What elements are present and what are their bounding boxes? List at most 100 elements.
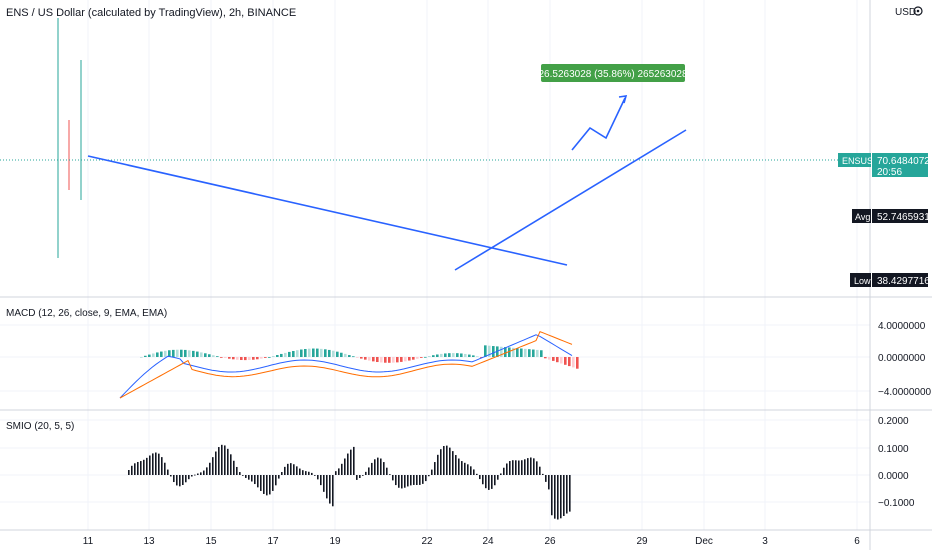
smio-bar — [239, 472, 241, 475]
low-value: 38.4297716 — [877, 276, 930, 287]
macd-histogram-bar — [368, 357, 371, 361]
smio-bar — [224, 445, 226, 475]
price-axis[interactable]: 150130.0000000110.000000090.000000080.00… — [838, 0, 932, 509]
avg-value-badge — [872, 209, 928, 223]
macd-histogram-bar — [576, 357, 579, 369]
macd-histogram-bar — [268, 356, 271, 358]
macd-histogram-bar — [488, 345, 491, 357]
smio-bar — [416, 475, 418, 486]
smio-bar — [149, 455, 151, 475]
smio-bar — [368, 467, 370, 475]
smio-bar — [527, 458, 529, 475]
macd-histogram-bar — [228, 357, 231, 359]
time-tick-label: 22 — [421, 536, 433, 547]
smio-bar — [548, 475, 550, 490]
macd-histogram-bar — [168, 350, 171, 357]
smio-bar — [137, 461, 139, 475]
smio-bar — [362, 475, 364, 476]
smio-bar — [443, 446, 445, 475]
price-candles — [57, 18, 82, 258]
macd-histogram-bar — [376, 357, 379, 363]
macd-histogram-bar — [436, 354, 439, 357]
macd-histogram-bar — [460, 353, 463, 357]
macd-histogram-bar — [504, 347, 507, 357]
smio-bar — [245, 475, 247, 478]
smio-bar — [299, 468, 301, 475]
measure-label-bg — [541, 64, 685, 82]
smio-bar — [236, 466, 238, 475]
macd-line — [119, 334, 573, 399]
smio-bar — [407, 475, 409, 487]
macd-histogram-bar — [152, 353, 155, 357]
macd-histogram-bar — [476, 356, 479, 358]
time-tick-label: 29 — [636, 536, 648, 547]
symbol-label: ENSUSD — [842, 156, 880, 166]
macd-histogram-bar — [560, 357, 563, 364]
smio-bar — [371, 462, 373, 475]
macd-histogram-bar — [160, 351, 163, 357]
smio-bar — [152, 453, 154, 475]
smio-bar — [479, 475, 481, 480]
smio-bar — [131, 465, 133, 475]
smio-bar — [530, 457, 532, 475]
smio-bar — [182, 475, 184, 485]
smio-bar — [323, 475, 325, 492]
macd-histogram-bar — [236, 357, 239, 360]
smio-bar — [179, 475, 181, 487]
macd-histogram-bar — [464, 353, 467, 357]
smio-tick-label: 0.2000 — [878, 416, 909, 427]
smio-bar — [440, 449, 442, 475]
macd-histogram-bar — [264, 357, 267, 358]
smio-bar — [284, 466, 286, 475]
smio-bar — [533, 458, 535, 475]
smio-bar — [203, 470, 205, 475]
macd-histogram-bar — [156, 352, 159, 357]
smio-bar — [251, 475, 253, 482]
macd-histogram-bar — [572, 357, 575, 368]
macd-histogram-bar — [360, 357, 363, 359]
smio-bar — [488, 475, 490, 490]
smio-bar — [212, 457, 214, 475]
low-badge — [850, 273, 871, 287]
smio-bar — [194, 474, 196, 476]
smio-bar — [209, 462, 211, 475]
avg-label: Avg — [855, 212, 870, 222]
smio-panel — [128, 444, 571, 520]
macd-histogram-bar — [432, 355, 435, 357]
chart-drawings[interactable]: 26.5263028 (35.86%) 265263028 — [0, 0, 870, 271]
macd-histogram-bar — [224, 357, 227, 358]
smio-bar — [188, 475, 190, 480]
macd-tick-label: 4.0000000 — [878, 321, 926, 332]
smio-bar — [326, 475, 328, 499]
settings-gear-icon[interactable] — [913, 6, 923, 16]
time-axis[interactable]: 11 13 15 17 19 22 24 26 29 Dec 3 6 — [83, 536, 860, 547]
smio-bar — [269, 475, 271, 495]
macd-histogram-bar — [508, 347, 511, 357]
macd-histogram-bar — [428, 356, 431, 357]
smio-bar — [356, 475, 358, 480]
smio-bar — [185, 475, 187, 483]
macd-histogram-bar — [180, 349, 183, 357]
macd-histogram-bar — [244, 357, 247, 361]
gear-ring — [913, 6, 923, 16]
smio-bar — [140, 461, 142, 475]
macd-histogram-bar — [452, 353, 455, 357]
smio-title: SMIO (20, 5, 5) — [6, 421, 75, 432]
macd-histogram-bar — [420, 357, 423, 358]
time-tick-label: 11 — [83, 536, 94, 547]
macd-histogram-bar — [384, 357, 387, 363]
macd-histogram-bar — [188, 350, 191, 357]
macd-signal-line — [119, 330, 573, 399]
smio-bar — [539, 466, 541, 475]
projection-path — [571, 97, 626, 151]
smio-bar — [389, 474, 391, 476]
smio-bar — [563, 475, 565, 516]
macd-histogram-bar — [276, 354, 279, 357]
macd-histogram-bar — [440, 353, 443, 357]
macd-histogram-bar — [556, 357, 559, 363]
macd-histogram-bar — [312, 348, 315, 357]
smio-bar — [248, 475, 250, 480]
currency-label: USD — [895, 7, 916, 18]
smio-bar — [380, 458, 382, 475]
